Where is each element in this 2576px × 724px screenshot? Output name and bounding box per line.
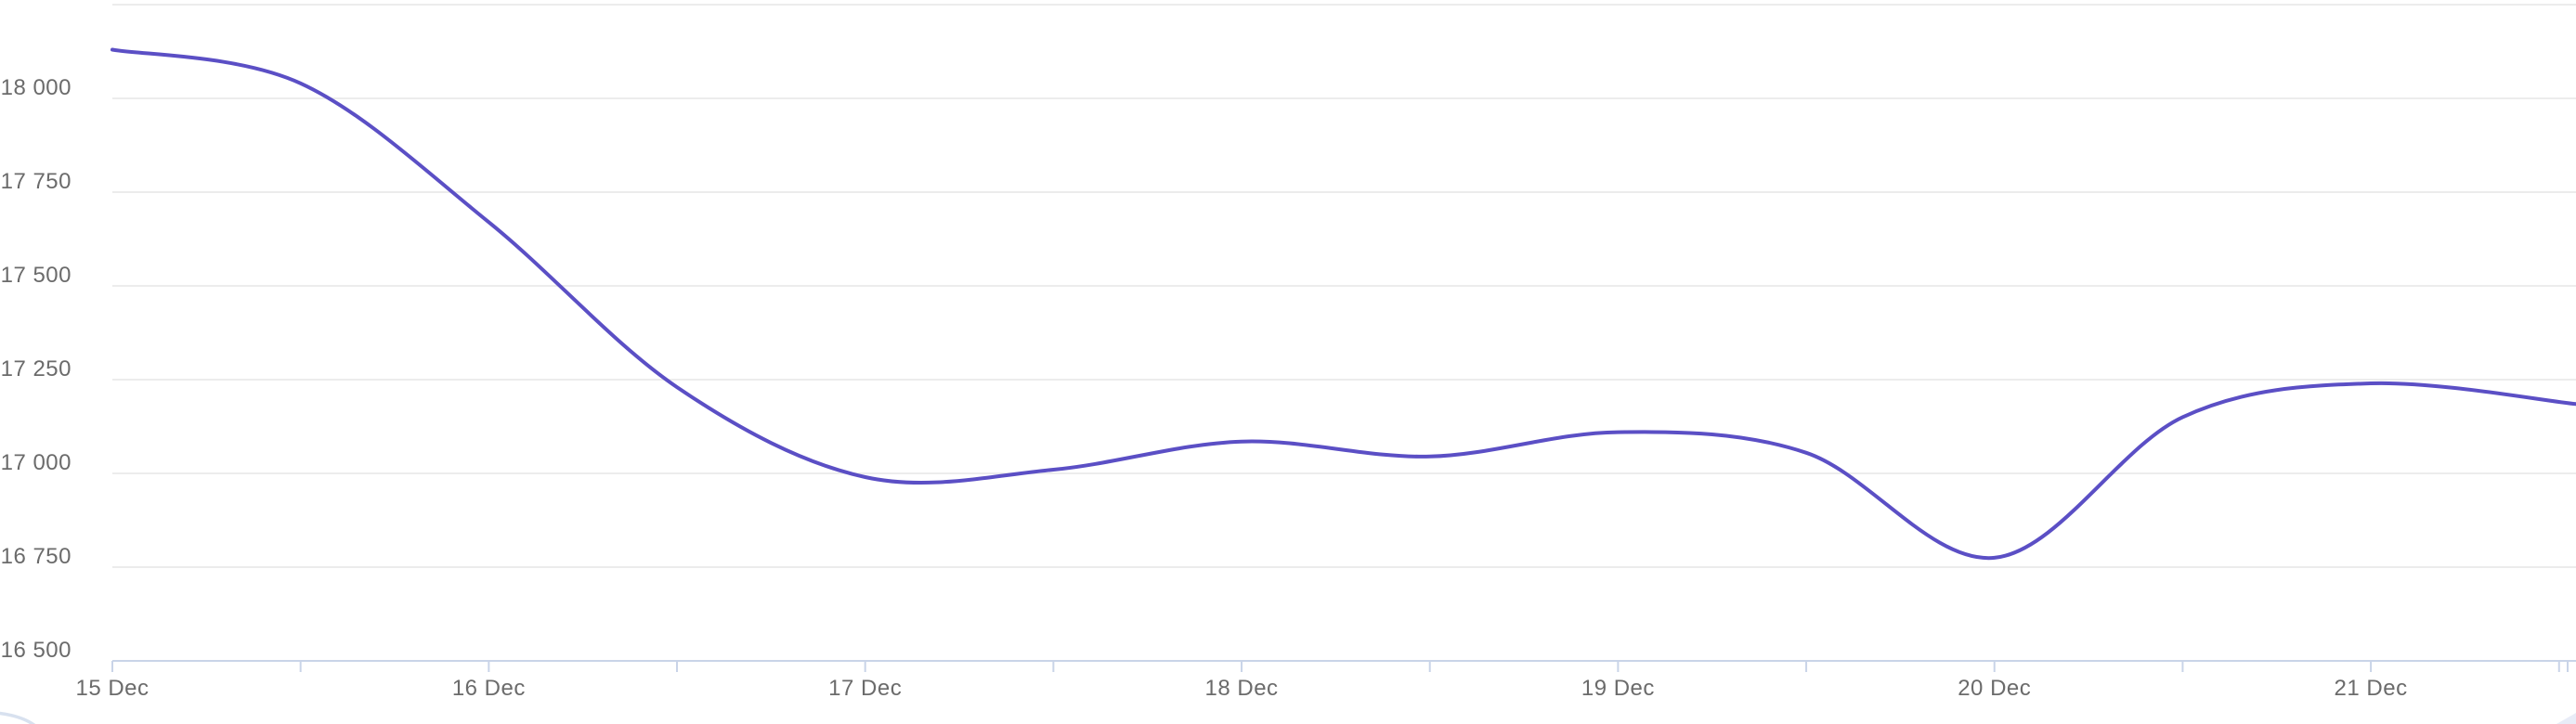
x-axis-label: 20 Dec <box>1958 676 2031 701</box>
y-axis-label: 17 500 <box>1 263 72 288</box>
bottom-left-corner-arc <box>0 711 36 724</box>
x-axis-label: 16 Dec <box>452 676 526 701</box>
series-line[interactable] <box>111 47 2576 560</box>
x-axis-label: 17 Dec <box>828 676 902 701</box>
x-axis-label: 19 Dec <box>1581 676 1655 701</box>
y-axis-label: 17 250 <box>1 356 72 381</box>
y-axis-label: 16 500 <box>1 638 72 663</box>
x-axis-label: 21 Dec <box>2335 676 2408 701</box>
y-axis-label: 17 000 <box>1 450 72 475</box>
y-axis-label: 16 750 <box>1 544 72 569</box>
y-axis-label: 17 750 <box>1 169 72 194</box>
x-axis-label: 15 Dec <box>75 676 149 701</box>
y-axis-label: 18 000 <box>1 75 72 100</box>
bottom-right-corner-wedge <box>2556 713 2576 724</box>
x-axis-label: 18 Dec <box>1205 676 1279 701</box>
